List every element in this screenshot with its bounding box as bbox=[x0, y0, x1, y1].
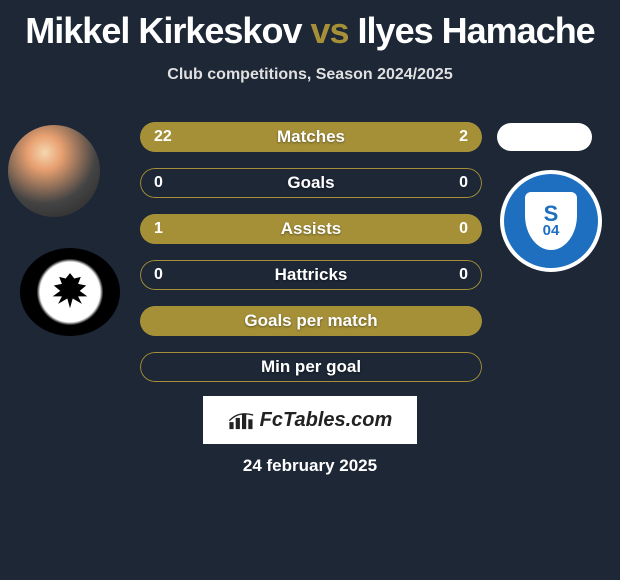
stat-row: 00Hattricks bbox=[140, 260, 482, 290]
stat-row: 00Goals bbox=[140, 168, 482, 198]
chart-bars-icon bbox=[228, 409, 256, 431]
player2-club-logo: S 04 bbox=[500, 170, 602, 272]
stat-label: Matches bbox=[140, 122, 482, 152]
stat-label: Goals per match bbox=[140, 306, 482, 336]
stat-label: Goals bbox=[140, 168, 482, 198]
watermark: FcTables.com bbox=[203, 396, 417, 444]
stat-row: 222Matches bbox=[140, 122, 482, 152]
stat-row: 10Assists bbox=[140, 214, 482, 244]
player1-avatar bbox=[8, 125, 100, 217]
watermark-text: FcTables.com bbox=[260, 409, 393, 432]
vs-separator: vs bbox=[310, 10, 348, 51]
badge-number: 04 bbox=[543, 224, 560, 238]
stat-label: Assists bbox=[140, 214, 482, 244]
stat-label: Hattricks bbox=[140, 260, 482, 290]
stats-bars: 222Matches 00Goals 10Assists 00Hattricks Goa… bbox=[140, 122, 482, 398]
stat-row: Goals per match bbox=[140, 306, 482, 336]
stat-label: Min per goal bbox=[140, 352, 482, 382]
subtitle: Club competitions, Season 2024/2025 bbox=[0, 66, 620, 84]
player1-name: Mikkel Kirkeskov bbox=[25, 10, 301, 51]
player1-club-logo bbox=[20, 248, 120, 336]
player2-avatar bbox=[497, 123, 592, 151]
player2-name: Ilyes Hamache bbox=[358, 10, 595, 51]
eagle-icon bbox=[43, 265, 97, 319]
comparison-title: Mikkel Kirkeskov vs Ilyes Hamache bbox=[0, 0, 620, 52]
date-label: 24 february 2025 bbox=[0, 456, 620, 476]
shield-icon: S 04 bbox=[525, 192, 577, 250]
stat-row: Min per goal bbox=[140, 352, 482, 382]
